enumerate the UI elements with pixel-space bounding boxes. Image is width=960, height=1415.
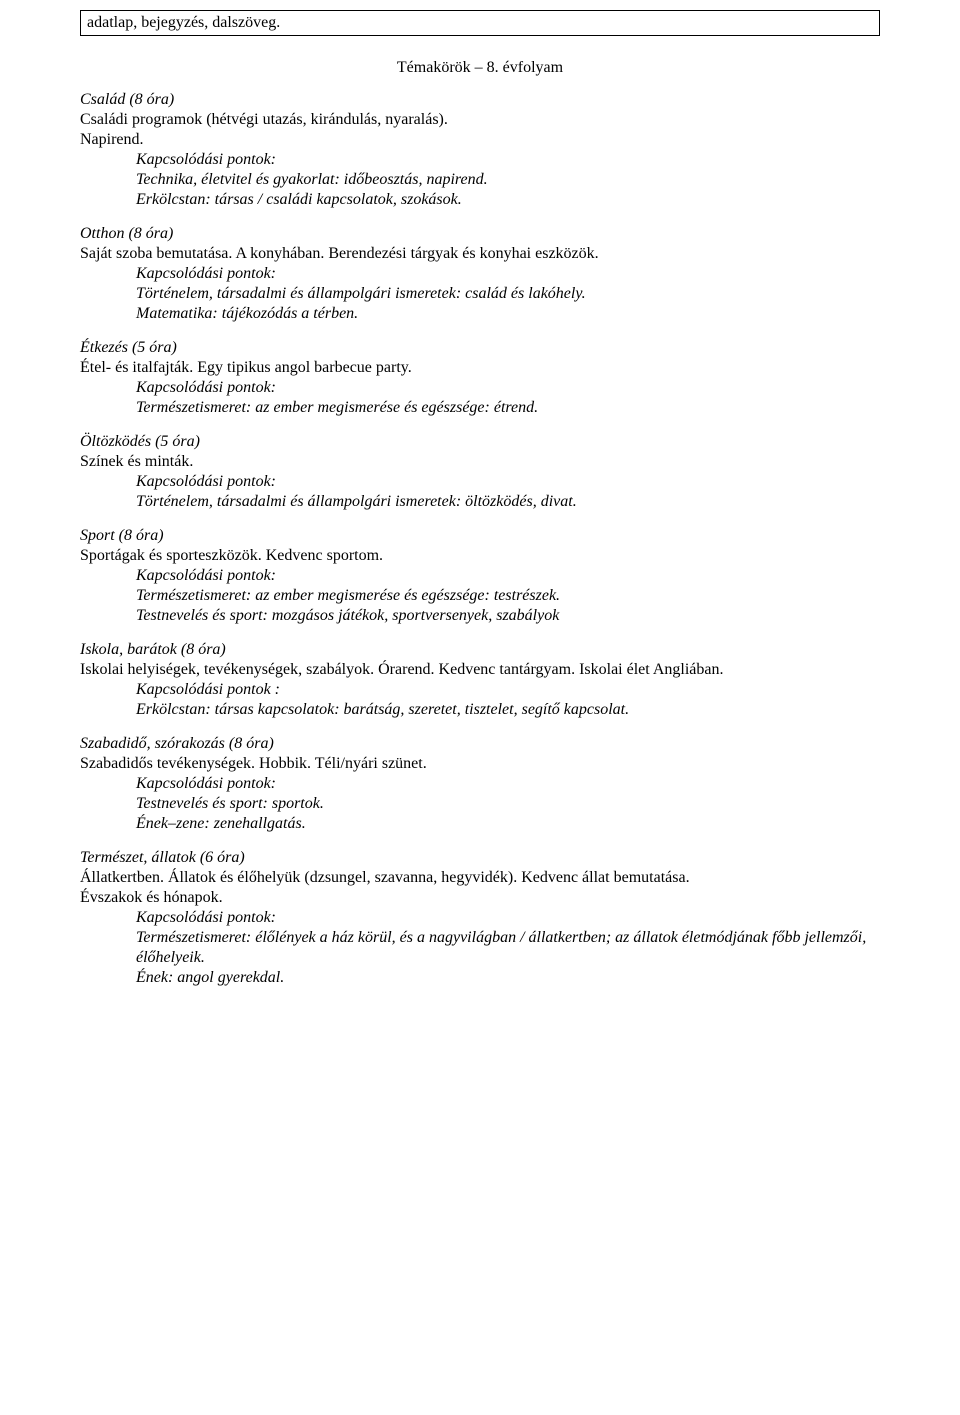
section-heading: Étkezés (5 óra) xyxy=(80,338,880,358)
section: Étkezés (5 óra)Étel- és italfajták. Egy … xyxy=(80,338,880,418)
section-body-line: Sportágak és sporteszközök. Kedvenc spor… xyxy=(80,546,880,566)
kp-label: Kapcsolódási pontok: xyxy=(136,472,880,492)
section-body-line: Szabadidős tevékenységek. Hobbik. Téli/n… xyxy=(80,754,880,774)
kp-line: Erkölcstan: társas / családi kapcsolatok… xyxy=(136,190,880,210)
section-body-line: Színek és minták. xyxy=(80,452,880,472)
section-body-line: Saját szoba bemutatása. A konyhában. Ber… xyxy=(80,244,880,264)
section-heading: Sport (8 óra) xyxy=(80,526,880,546)
kp-line: Matematika: tájékozódás a térben. xyxy=(136,304,880,324)
section: Öltözködés (5 óra)Színek és minták.Kapcs… xyxy=(80,432,880,512)
section: Iskola, barátok (8 óra)Iskolai helyisége… xyxy=(80,640,880,720)
section-heading: Természet, állatok (6 óra) xyxy=(80,848,880,868)
kp-label: Kapcsolódási pontok : xyxy=(136,680,880,700)
kp-line: Technika, életvitel és gyakorlat: időbeo… xyxy=(136,170,880,190)
kp-line: Történelem, társadalmi és állampolgári i… xyxy=(136,492,880,512)
kp-label: Kapcsolódási pontok: xyxy=(136,150,880,170)
kp-line: Történelem, társadalmi és állampolgári i… xyxy=(136,284,880,304)
kp-label: Kapcsolódási pontok: xyxy=(136,566,880,586)
section-heading: Otthon (8 óra) xyxy=(80,224,880,244)
kp-line: Testnevelés és sport: sportok. xyxy=(136,794,880,814)
section-heading: Iskola, barátok (8 óra) xyxy=(80,640,880,660)
kp-label: Kapcsolódási pontok: xyxy=(136,774,880,794)
section: Természet, állatok (6 óra)Állatkertben. … xyxy=(80,848,880,988)
section-body-line: Állatkertben. Állatok és élőhelyük (dzsu… xyxy=(80,868,880,888)
section-body-line: Családi programok (hétvégi utazás, kirán… xyxy=(80,110,880,130)
section-body-line: Iskolai helyiségek, tevékenységek, szabá… xyxy=(80,660,880,680)
section-body-line: Étel- és italfajták. Egy tipikus angol b… xyxy=(80,358,880,378)
kp-line: Természetismeret: az ember megismerése é… xyxy=(136,398,880,418)
section-heading: Család (8 óra) xyxy=(80,90,880,110)
header-box-text: adatlap, bejegyzés, dalszöveg. xyxy=(87,14,280,31)
kp-line: Testnevelés és sport: mozgásos játékok, … xyxy=(136,606,880,626)
sections-container: Család (8 óra)Családi programok (hétvégi… xyxy=(80,90,880,988)
page: adatlap, bejegyzés, dalszöveg. Témakörök… xyxy=(0,0,960,1415)
section-body-line: Napirend. xyxy=(80,130,880,150)
section-heading: Öltözködés (5 óra) xyxy=(80,432,880,452)
kp-label: Kapcsolódási pontok: xyxy=(136,908,880,928)
kp-label: Kapcsolódási pontok: xyxy=(136,264,880,284)
section: Család (8 óra)Családi programok (hétvégi… xyxy=(80,90,880,210)
kp-line: Természetismeret: élőlények a ház körül,… xyxy=(136,928,880,968)
section: Szabadidő, szórakozás (8 óra)Szabadidős … xyxy=(80,734,880,834)
kp-label: Kapcsolódási pontok: xyxy=(136,378,880,398)
kp-line: Erkölcstan: társas kapcsolatok: barátság… xyxy=(136,700,880,720)
kp-line: Természetismeret: az ember megismerése é… xyxy=(136,586,880,606)
page-title: Témakörök – 8. évfolyam xyxy=(80,58,880,78)
section: Sport (8 óra)Sportágak és sporteszközök.… xyxy=(80,526,880,626)
header-box: adatlap, bejegyzés, dalszöveg. xyxy=(80,10,880,36)
section-heading: Szabadidő, szórakozás (8 óra) xyxy=(80,734,880,754)
kp-line: Ének: angol gyerekdal. xyxy=(136,968,880,988)
section: Otthon (8 óra)Saját szoba bemutatása. A … xyxy=(80,224,880,324)
section-body-line: Évszakok és hónapok. xyxy=(80,888,880,908)
kp-line: Ének–zene: zenehallgatás. xyxy=(136,814,880,834)
